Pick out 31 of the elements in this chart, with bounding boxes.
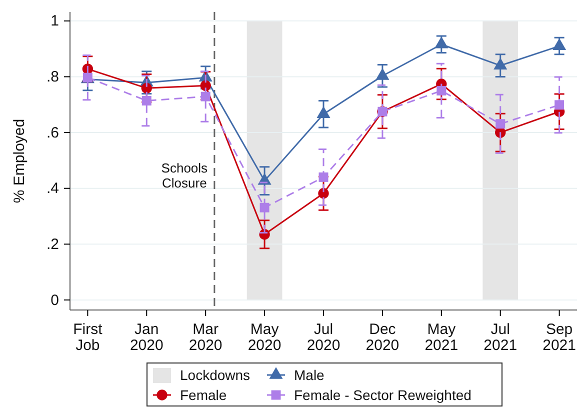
point xyxy=(554,100,564,110)
ref-line-label: Schools Closure xyxy=(161,160,208,190)
x-tick-label: May 2020 xyxy=(248,321,282,354)
point xyxy=(141,82,152,94)
x-tick-label: Sep 2021 xyxy=(542,321,576,354)
y-tick-label: 0 xyxy=(50,292,59,309)
x-tick-label: May 2021 xyxy=(424,321,458,354)
point xyxy=(496,119,506,129)
point xyxy=(200,92,210,102)
legend-label: Female - Sector Reweighted xyxy=(294,387,472,403)
x-tick-label: Jan 2020 xyxy=(130,321,164,354)
y-tick-label: .4 xyxy=(46,180,59,198)
y-tick-label: 1 xyxy=(50,12,59,30)
legend-label: Male xyxy=(294,367,325,383)
point xyxy=(200,80,211,92)
legend-label: Lockdowns xyxy=(180,367,250,383)
x-tick-label: Mar 2020 xyxy=(188,321,222,354)
x-tick-label: Dec 2020 xyxy=(366,321,400,354)
x-tick-label: First Job xyxy=(73,321,104,354)
point xyxy=(318,172,328,182)
point xyxy=(436,86,446,96)
x-tick-label: Jul 2020 xyxy=(306,321,340,354)
y-axis-title: % Employed xyxy=(11,118,28,204)
y-tick-label: .6 xyxy=(46,124,59,142)
x-tick-label: Jul 2021 xyxy=(484,321,518,354)
y-tick-label: .2 xyxy=(46,236,59,253)
legend-label: Female xyxy=(180,387,227,403)
point xyxy=(318,188,329,199)
y-tick-label: .8 xyxy=(46,68,59,86)
point xyxy=(260,202,270,212)
point xyxy=(142,96,152,106)
